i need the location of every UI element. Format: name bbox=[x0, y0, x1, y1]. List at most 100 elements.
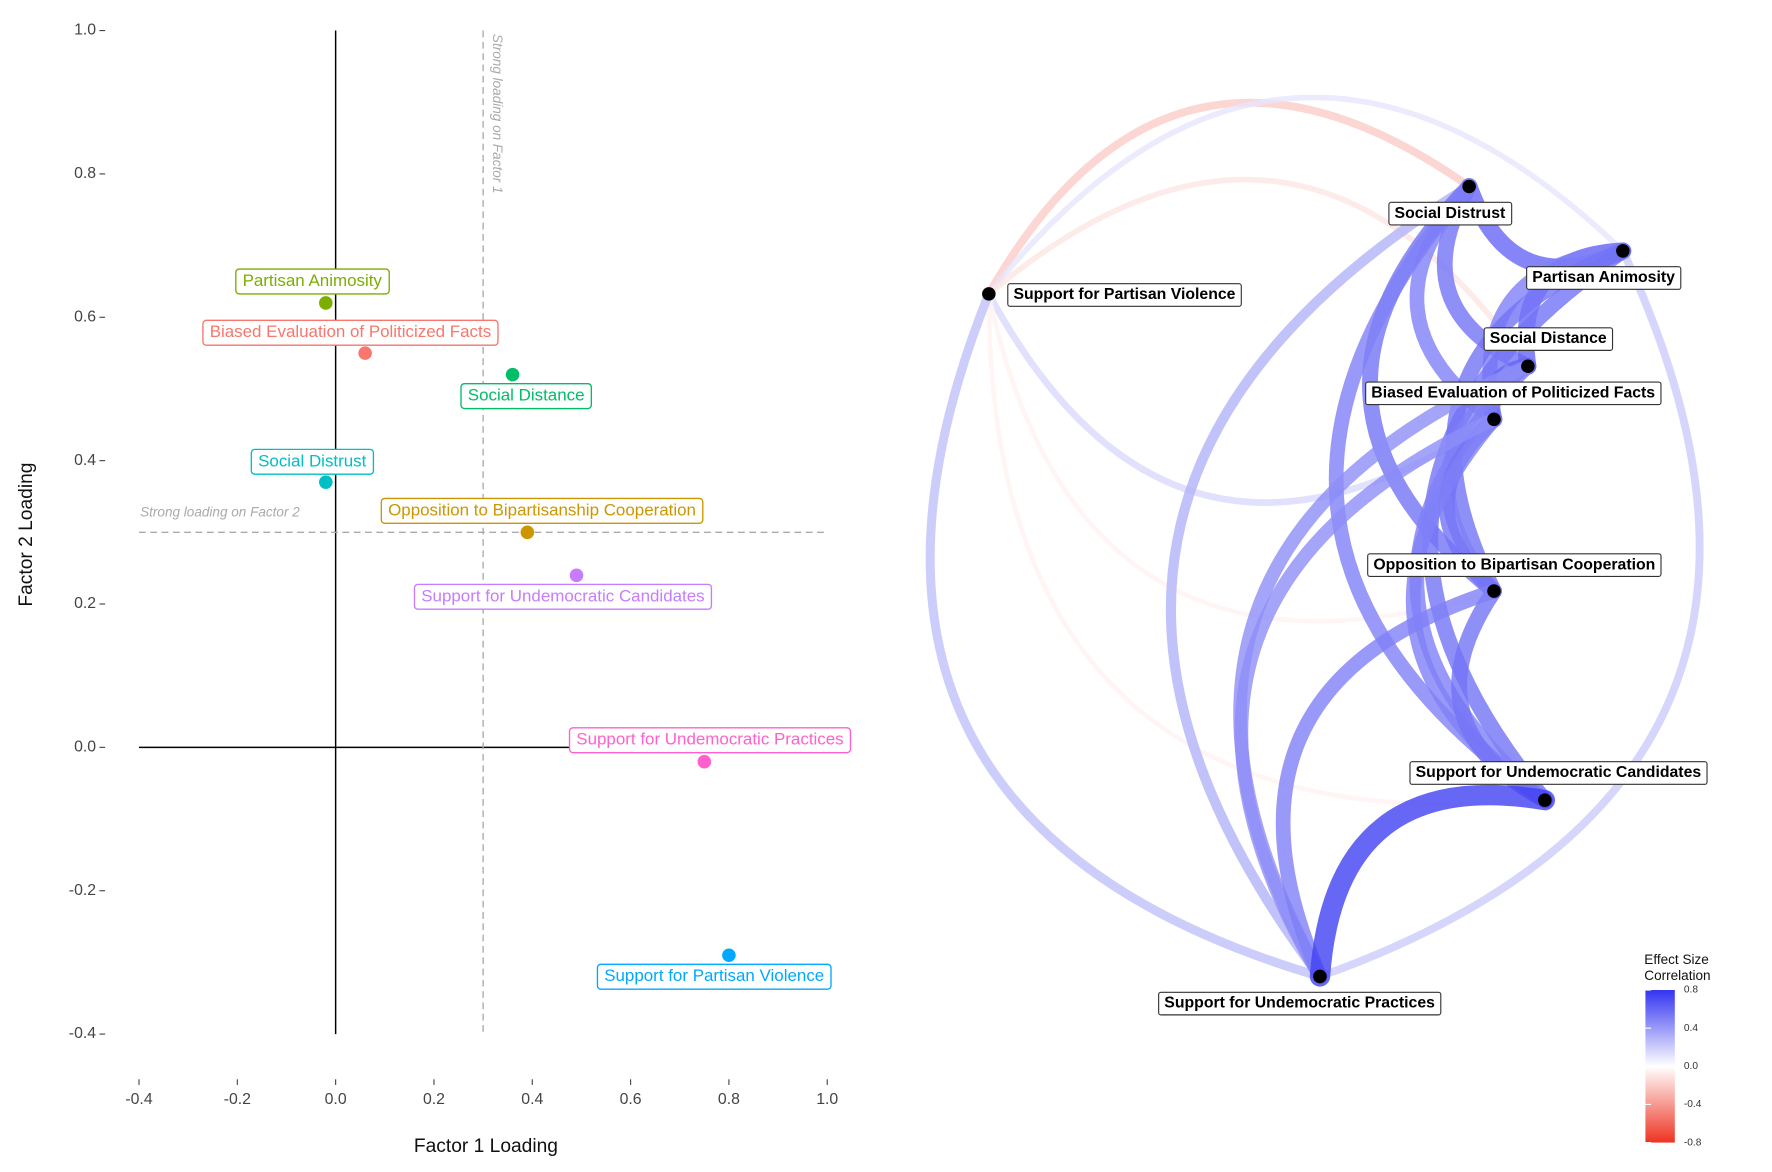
x-tick-label: -0.2 bbox=[224, 1091, 251, 1108]
x-tick-label: 0.6 bbox=[620, 1091, 642, 1108]
point bbox=[520, 525, 535, 540]
y-tick-label: 0.0 bbox=[74, 739, 96, 756]
colorbar-tick-label: -0.8 bbox=[1684, 1137, 1702, 1148]
point bbox=[697, 754, 712, 769]
label-text: Social Distrust bbox=[258, 451, 367, 470]
y-tick-label: -0.2 bbox=[69, 882, 96, 899]
colorbar-tick-label: -0.4 bbox=[1684, 1099, 1702, 1110]
node-label-box bbox=[1007, 283, 1242, 307]
edge bbox=[986, 291, 1548, 807]
node-label-box bbox=[1158, 991, 1442, 1016]
node-label: Opposition to Bipartisan Cooperation bbox=[1367, 553, 1662, 577]
point-label: Support for Undemocratic Practices bbox=[568, 727, 852, 754]
point-label: Support for Undemocratic Candidates bbox=[413, 583, 713, 610]
node-label-text: Social Distance bbox=[1490, 330, 1607, 347]
node-label-text: Support for Undemocratic Practices bbox=[1164, 995, 1435, 1012]
point bbox=[358, 346, 372, 360]
node-label-box bbox=[1483, 327, 1614, 351]
label-text: Partisan Animosity bbox=[243, 271, 383, 290]
label-text: Support for Partisan Violence bbox=[604, 966, 824, 985]
node bbox=[1313, 969, 1327, 984]
edge bbox=[984, 98, 1474, 298]
y-axis-title: Factor 2 Loading bbox=[16, 463, 37, 607]
y-tick-label: 0.8 bbox=[74, 165, 96, 182]
label-text: Support for Undemocratic Candidates bbox=[421, 586, 704, 605]
y-tick-label: 0.2 bbox=[74, 595, 96, 612]
node-label-box bbox=[1409, 761, 1708, 785]
y-tick-label: 0.4 bbox=[74, 452, 96, 469]
y-tick-label: 1.0 bbox=[74, 22, 96, 39]
point bbox=[319, 296, 333, 310]
node-label: Social Distance bbox=[1483, 327, 1614, 351]
label-box bbox=[413, 583, 713, 610]
node-label-text: Opposition to Bipartisan Cooperation bbox=[1373, 556, 1655, 573]
x-tick-label: -0.4 bbox=[125, 1091, 152, 1108]
node bbox=[1487, 412, 1501, 427]
y-tick-label: -0.4 bbox=[69, 1025, 96, 1042]
edge bbox=[986, 176, 1531, 370]
reference-label: Strong loading on Factor 1 bbox=[490, 34, 505, 194]
x-tick-label: 0.0 bbox=[325, 1091, 347, 1108]
label-box bbox=[202, 319, 499, 346]
colorbar-tick-label: 0.0 bbox=[1684, 1061, 1698, 1072]
point-label: Social Distance bbox=[460, 382, 593, 410]
node-label: Biased Evaluation of Politicized Facts bbox=[1365, 381, 1662, 406]
node-label-text: Support for Partisan Violence bbox=[1013, 286, 1235, 303]
point bbox=[505, 367, 520, 382]
colorbar-tick-label: 0.8 bbox=[1684, 985, 1698, 996]
label-box bbox=[250, 448, 375, 475]
node-label-box bbox=[1367, 553, 1662, 577]
point bbox=[722, 948, 736, 963]
node-label: Support for Undemocratic Candidates bbox=[1409, 761, 1708, 785]
node-label: Partisan Animosity bbox=[1526, 266, 1682, 290]
node-label: Social Distrust bbox=[1388, 201, 1513, 226]
node bbox=[982, 287, 996, 301]
node-label: Support for Undemocratic Practices bbox=[1158, 991, 1442, 1016]
node-label-text: Partisan Animosity bbox=[1532, 269, 1675, 286]
point-label: Opposition to Bipartisanship Cooperation bbox=[380, 497, 704, 524]
point-label: Social Distrust bbox=[250, 448, 375, 475]
node-label-text: Social Distrust bbox=[1395, 205, 1506, 222]
legend-title: Effect Size bbox=[1644, 952, 1709, 967]
node-label: Support for Partisan Violence bbox=[1007, 283, 1242, 307]
edge bbox=[1316, 246, 1704, 981]
label-box bbox=[596, 963, 832, 990]
label-box bbox=[460, 382, 593, 410]
edge bbox=[1165, 181, 1475, 982]
edge bbox=[1309, 784, 1556, 987]
label-text: Social Distance bbox=[468, 386, 585, 405]
point bbox=[319, 475, 333, 489]
edge bbox=[986, 94, 1626, 297]
colorbar-tick-label: 0.4 bbox=[1684, 1023, 1698, 1034]
x-tick-label: 0.2 bbox=[423, 1091, 445, 1108]
point-label: Partisan Animosity bbox=[235, 268, 390, 295]
label-text: Opposition to Bipartisanship Cooperation bbox=[388, 500, 696, 519]
label-box bbox=[568, 727, 852, 754]
legend-title: Correlation bbox=[1644, 968, 1710, 983]
node bbox=[1487, 584, 1501, 598]
node bbox=[1462, 179, 1476, 194]
x-axis-title: Factor 1 Loading bbox=[414, 1136, 558, 1157]
edge-layer bbox=[925, 94, 1704, 987]
label-box bbox=[380, 497, 704, 524]
label-text: Support for Undemocratic Practices bbox=[576, 730, 843, 749]
edge bbox=[1234, 412, 1501, 984]
edge bbox=[925, 289, 1325, 981]
node bbox=[1616, 244, 1630, 258]
node bbox=[1538, 793, 1552, 807]
x-tick-label: 0.4 bbox=[521, 1091, 543, 1108]
node-label-text: Biased Evaluation of Politicized Facts bbox=[1371, 384, 1655, 401]
node-label-box bbox=[1365, 381, 1662, 406]
edge bbox=[1275, 583, 1502, 984]
point-label: Biased Evaluation of Politicized Facts bbox=[202, 319, 499, 346]
y-tick-label: 0.6 bbox=[74, 308, 96, 325]
node-label-box bbox=[1526, 266, 1682, 290]
reference-label: Strong loading on Factor 2 bbox=[140, 505, 300, 520]
x-tick-label: 1.0 bbox=[816, 1091, 838, 1108]
point bbox=[569, 568, 584, 583]
label-text: Biased Evaluation of Politicized Facts bbox=[210, 322, 492, 341]
node-label-text: Support for Undemocratic Candidates bbox=[1416, 764, 1702, 781]
edge bbox=[986, 291, 1497, 624]
node-label-box bbox=[1388, 201, 1513, 226]
